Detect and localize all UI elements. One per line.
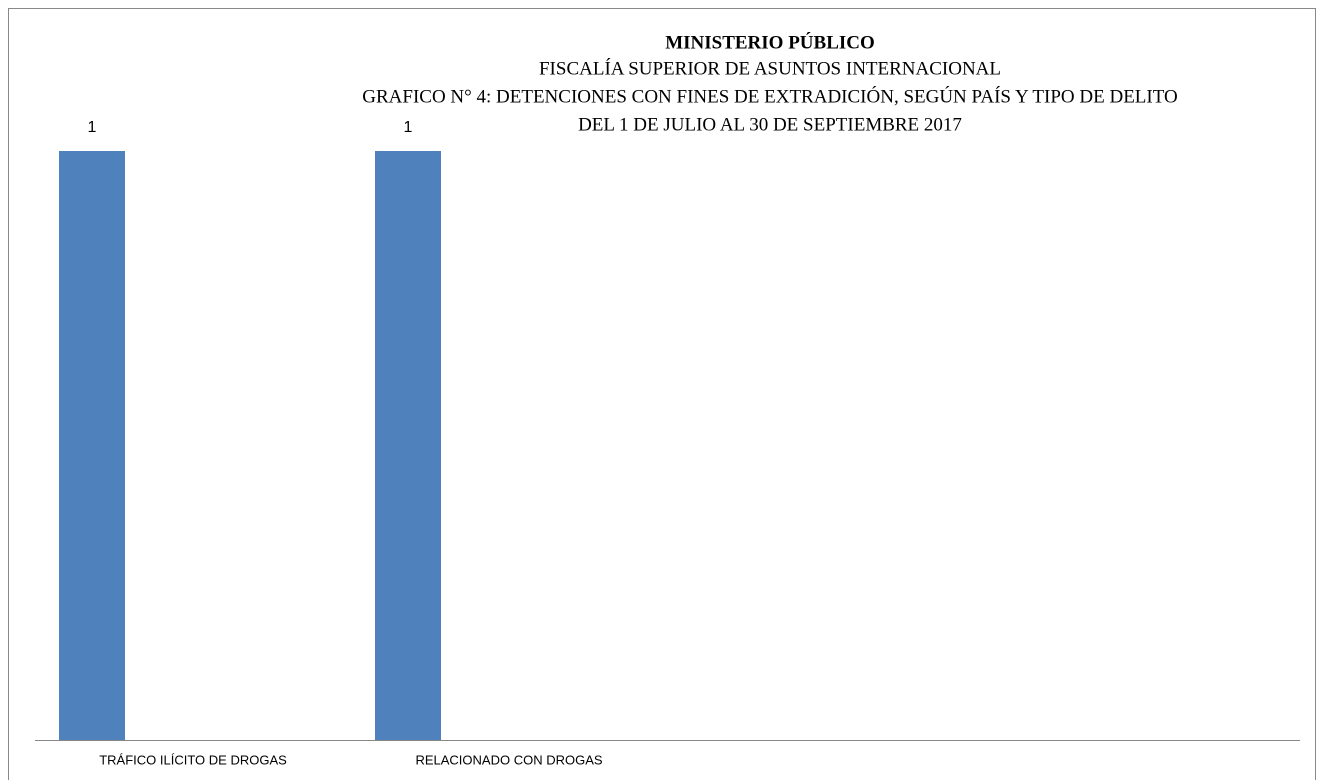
bar	[59, 151, 125, 740]
data-label: 1	[404, 119, 413, 136]
bar	[375, 151, 441, 740]
x-tick-label: TRÁFICO ILÍCITO DE DROGAS	[99, 752, 287, 767]
chart-title: MINISTERIO PÚBLICO	[665, 31, 875, 53]
chart-subtitle: DEL 1 DE JULIO AL 30 DE SEPTIEMBRE 2017	[578, 114, 962, 135]
chart-subtitle: GRAFICO N° 4: DETENCIONES CON FINES DE E…	[362, 85, 1177, 107]
chart-border	[8, 8, 1316, 780]
chart-subtitle: FISCALÍA SUPERIOR DE ASUNTOS INTERNACION…	[539, 57, 1001, 79]
data-label: 1	[88, 119, 97, 136]
x-tick-label: RELACIONADO CON DROGAS	[415, 752, 602, 767]
